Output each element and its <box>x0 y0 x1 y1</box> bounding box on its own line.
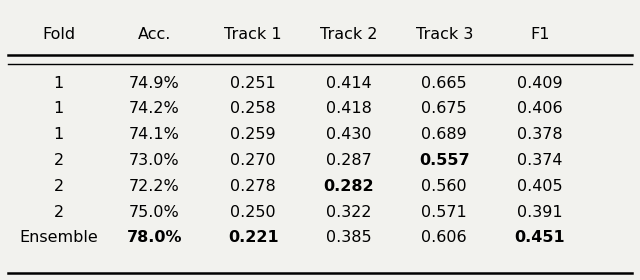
Text: 0.430: 0.430 <box>326 127 371 142</box>
Text: 0.287: 0.287 <box>326 153 372 168</box>
Text: Track 3: Track 3 <box>415 27 473 42</box>
Text: 0.259: 0.259 <box>230 127 276 142</box>
Text: 1: 1 <box>54 76 64 91</box>
Text: 78.0%: 78.0% <box>127 230 182 245</box>
Text: 0.675: 0.675 <box>422 101 467 116</box>
Text: Acc.: Acc. <box>138 27 171 42</box>
Text: 74.9%: 74.9% <box>129 76 180 91</box>
Text: F1: F1 <box>530 27 550 42</box>
Text: 2: 2 <box>54 179 64 194</box>
Text: 0.560: 0.560 <box>422 179 467 194</box>
Text: 0.606: 0.606 <box>422 230 467 245</box>
Text: 0.689: 0.689 <box>421 127 467 142</box>
Text: 0.391: 0.391 <box>517 205 563 220</box>
Text: Fold: Fold <box>42 27 76 42</box>
Text: 0.418: 0.418 <box>326 101 372 116</box>
Text: 74.2%: 74.2% <box>129 101 180 116</box>
Text: 0.406: 0.406 <box>517 101 563 116</box>
Text: Track 1: Track 1 <box>224 27 282 42</box>
Text: 0.270: 0.270 <box>230 153 276 168</box>
Text: 75.0%: 75.0% <box>129 205 180 220</box>
Text: 2: 2 <box>54 153 64 168</box>
Text: 0.322: 0.322 <box>326 205 371 220</box>
Text: 0.258: 0.258 <box>230 101 276 116</box>
Text: 0.405: 0.405 <box>517 179 563 194</box>
Text: 0.571: 0.571 <box>421 205 467 220</box>
Text: 0.282: 0.282 <box>323 179 374 194</box>
Text: Track 2: Track 2 <box>320 27 378 42</box>
Text: 0.221: 0.221 <box>228 230 278 245</box>
Text: 72.2%: 72.2% <box>129 179 180 194</box>
Text: 1: 1 <box>54 101 64 116</box>
Text: 73.0%: 73.0% <box>129 153 180 168</box>
Text: 0.385: 0.385 <box>326 230 371 245</box>
Text: 0.557: 0.557 <box>419 153 470 168</box>
Text: 0.409: 0.409 <box>517 76 563 91</box>
Text: 0.378: 0.378 <box>517 127 563 142</box>
Text: 0.278: 0.278 <box>230 179 276 194</box>
Text: 0.251: 0.251 <box>230 76 276 91</box>
Text: 0.451: 0.451 <box>515 230 565 245</box>
Text: 0.250: 0.250 <box>230 205 276 220</box>
Text: 0.665: 0.665 <box>422 76 467 91</box>
Text: 2: 2 <box>54 205 64 220</box>
Text: 1: 1 <box>54 127 64 142</box>
Text: 0.374: 0.374 <box>517 153 563 168</box>
Text: 0.414: 0.414 <box>326 76 372 91</box>
Text: Ensemble: Ensemble <box>19 230 98 245</box>
Text: 74.1%: 74.1% <box>129 127 180 142</box>
